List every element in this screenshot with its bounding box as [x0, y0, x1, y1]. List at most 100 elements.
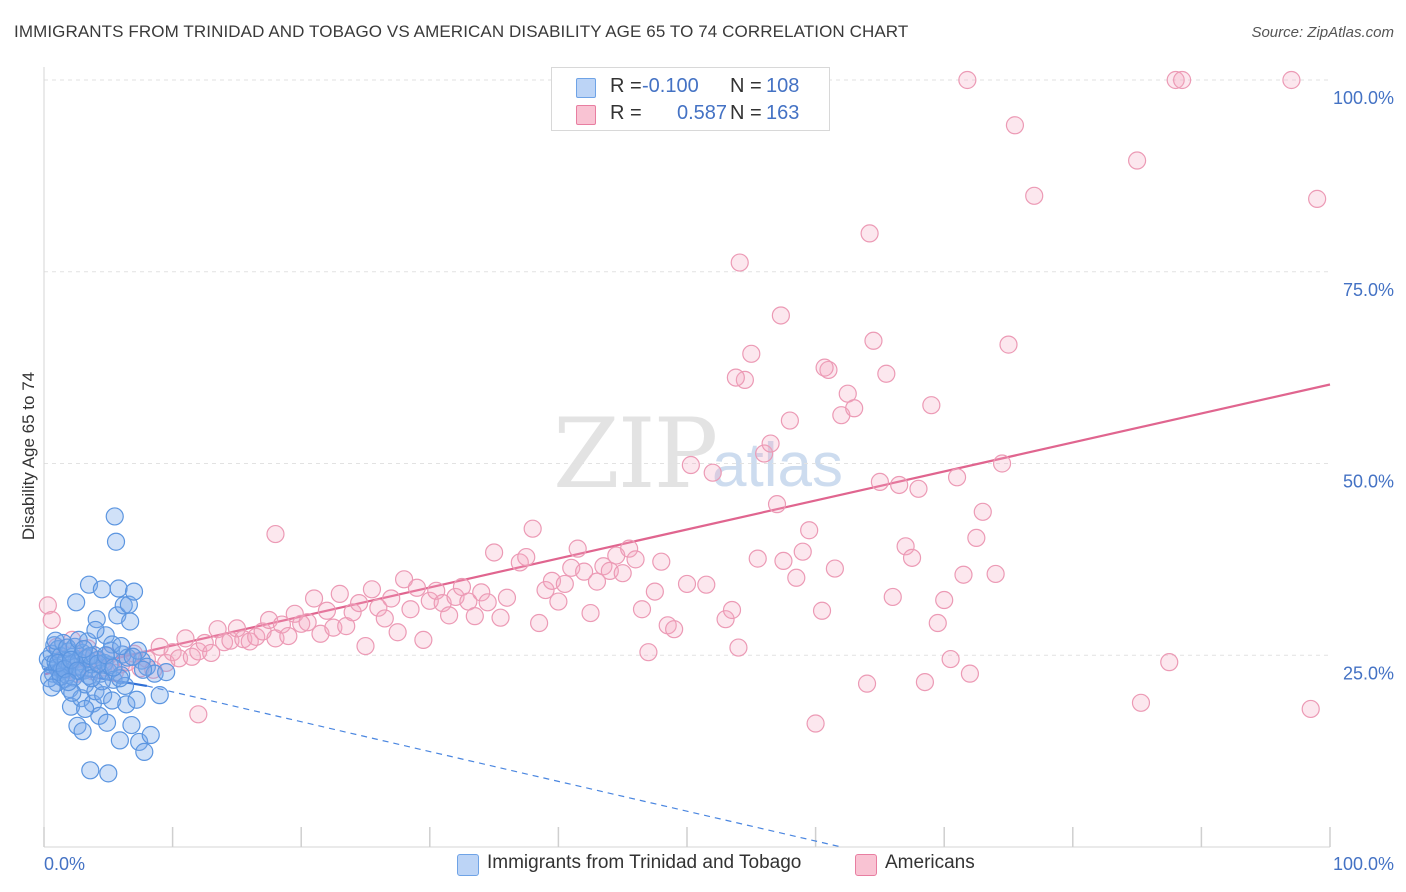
point-americans [697, 575, 716, 594]
point-americans [992, 454, 1012, 473]
point-americans [909, 479, 928, 498]
point-americans [42, 610, 61, 630]
point-immigrants [73, 722, 92, 741]
point-immigrants [141, 725, 160, 745]
point-immigrants [69, 630, 88, 650]
point-immigrants [145, 664, 164, 683]
point-americans [626, 550, 645, 569]
point-americans [1025, 186, 1044, 205]
point-americans [935, 590, 954, 610]
point-americans [815, 358, 834, 377]
point-americans [999, 335, 1018, 354]
point-americans [922, 396, 941, 415]
point-americans [304, 589, 324, 608]
point-americans [555, 574, 574, 594]
point-americans [681, 455, 700, 475]
point-immigrants [121, 612, 140, 631]
point-americans [730, 253, 749, 272]
stats-legend: R = -0.100 N = 108 R = 0.587 N = 163 [551, 67, 830, 131]
point-immigrants [110, 669, 129, 688]
point-americans [729, 638, 748, 657]
legend-r-label: R = [610, 75, 642, 97]
point-americans [581, 603, 600, 623]
point-immigrants [46, 631, 65, 650]
point-americans [726, 368, 745, 387]
point-immigrants [117, 695, 136, 714]
point-americans [485, 543, 504, 562]
point-immigrants [68, 716, 87, 735]
watermark-zip: ZIP [553, 398, 718, 510]
point-americans [369, 598, 388, 617]
point-americans [825, 559, 844, 578]
point-americans [1127, 151, 1147, 170]
point-americans [960, 664, 980, 683]
point-immigrants [104, 658, 123, 677]
point-americans [195, 633, 214, 653]
point-americans [722, 600, 742, 620]
point-immigrants [94, 686, 113, 705]
point-americans [877, 364, 896, 383]
point-americans [530, 613, 549, 633]
point-immigrants [81, 761, 100, 780]
point-americans [298, 613, 317, 632]
point-americans [967, 528, 986, 547]
point-americans [292, 614, 311, 633]
point-americans [497, 588, 517, 607]
point-americans [202, 643, 221, 663]
point-americans [800, 521, 819, 540]
chart-source: Source: ZipAtlas.com [1251, 24, 1394, 41]
point-immigrants [112, 636, 131, 656]
point-americans [665, 620, 684, 639]
point-americans [780, 411, 799, 430]
point-immigrants [103, 635, 122, 654]
data-points [38, 70, 1327, 783]
point-immigrants [122, 715, 141, 735]
y-tick-label: 75.0% [1343, 280, 1394, 300]
legend-r-value: -0.100 [642, 75, 699, 97]
point-americans [478, 593, 497, 612]
point-immigrants [112, 666, 131, 685]
point-americans [285, 604, 304, 623]
point-americans [890, 475, 909, 495]
point-americans [928, 613, 947, 633]
legend-n-value: 108 [766, 75, 800, 97]
legend-swatch-americans [576, 105, 596, 125]
point-immigrants [59, 672, 78, 692]
point-americans [742, 344, 761, 363]
point-americans [973, 502, 992, 521]
point-americans [465, 607, 484, 626]
trend-lines [43, 383, 1331, 848]
bottom-legend-label-americans: Americans [885, 852, 975, 873]
point-americans [703, 463, 722, 482]
point-americans [748, 549, 767, 568]
point-americans [845, 399, 864, 418]
point-americans [1131, 693, 1151, 712]
point-americans [382, 589, 401, 608]
point-americans [1160, 653, 1179, 672]
point-americans [793, 542, 812, 561]
tick-labels: 25.0% 50.0% 75.0% 100.0% 0.0% 100.0% Disabilit… [19, 88, 1394, 874]
point-americans [330, 584, 349, 603]
y-axis-label: Disability Age 65 to 74 [19, 372, 38, 540]
point-americans [958, 70, 977, 90]
point-americans [375, 609, 394, 628]
point-immigrants [92, 672, 111, 691]
point-americans [240, 632, 259, 651]
point-immigrants [92, 580, 111, 599]
point-americans [1301, 699, 1320, 719]
bottom-legend-swatch-americans [855, 854, 877, 876]
point-americans [549, 592, 568, 611]
x-tick-label-min: 0.0% [44, 854, 85, 874]
point-immigrants [124, 582, 144, 601]
point-immigrants [99, 764, 118, 783]
trend-line-immigrants-extrapolated [146, 685, 842, 848]
point-immigrants [130, 732, 149, 752]
point-americans [176, 629, 195, 648]
point-americans [407, 578, 427, 597]
point-americans [954, 565, 973, 584]
point-americans [806, 714, 825, 733]
point-americans [349, 593, 369, 613]
point-americans [356, 636, 375, 656]
point-americans [755, 444, 774, 463]
point-immigrants [67, 593, 86, 612]
